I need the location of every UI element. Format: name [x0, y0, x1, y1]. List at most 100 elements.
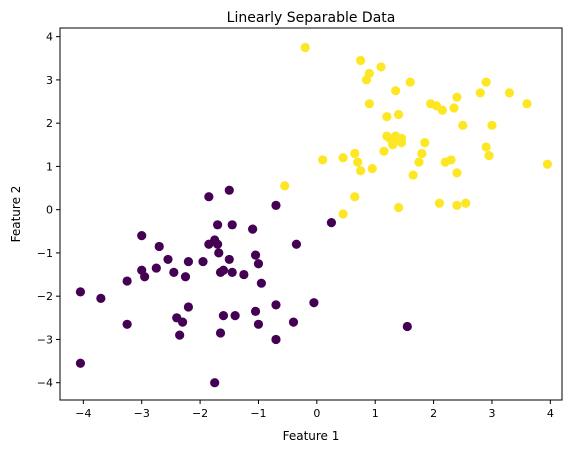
data-point-class-1	[350, 192, 360, 202]
data-point-class-0	[230, 311, 240, 321]
data-point-class-0	[309, 298, 319, 308]
data-point-class-0	[250, 250, 261, 260]
data-point-class-0	[227, 267, 237, 277]
data-point-class-0	[253, 319, 264, 329]
data-point-class-0	[198, 256, 208, 267]
data-point-class-0	[271, 300, 281, 310]
data-point-class-1	[437, 105, 447, 115]
data-point-class-1	[417, 148, 427, 159]
data-point-class-0	[239, 269, 249, 280]
y-tick-label: 4	[46, 31, 53, 44]
x-tick-label: 4	[547, 407, 554, 420]
data-point-class-0	[175, 330, 185, 340]
data-point-class-0	[256, 278, 266, 288]
y-tick-label: −3	[37, 333, 53, 346]
data-point-class-1	[393, 109, 404, 120]
data-point-class-1	[522, 99, 532, 109]
data-point-class-1	[452, 200, 462, 210]
data-point-class-1	[338, 209, 348, 219]
data-point-class-0	[215, 328, 226, 338]
x-tick-label: 3	[488, 407, 495, 420]
ticks-layer: −4 −3 −2 −1 0 1 2 3 4 −4 −3 −2 −1 0 1 2 3 4	[37, 31, 554, 420]
data-point-class-1	[356, 166, 366, 176]
data-point-class-0	[271, 200, 281, 210]
x-axis-label: Feature 1	[283, 429, 340, 443]
data-point-class-1	[353, 157, 363, 167]
data-point-class-1	[542, 159, 553, 169]
data-point-class-0	[213, 220, 223, 230]
data-point-class-1	[481, 77, 491, 87]
data-point-class-0	[137, 231, 147, 241]
y-tick-label: 3	[46, 74, 53, 87]
data-point-class-0	[288, 317, 299, 327]
data-point-class-1	[338, 153, 348, 163]
x-tick-label: 0	[313, 407, 320, 420]
x-tick-label: −2	[192, 407, 208, 420]
data-point-class-1	[504, 88, 515, 98]
data-point-class-0	[154, 241, 164, 252]
data-point-class-0	[204, 192, 214, 202]
data-point-class-1	[280, 181, 290, 191]
x-tick-label: 2	[430, 407, 437, 420]
data-point-class-0	[163, 254, 173, 265]
data-point-class-1	[382, 112, 392, 122]
y-tick-label: 2	[46, 117, 53, 130]
data-point-class-1	[434, 198, 445, 208]
chart-title: Linearly Separable Data	[227, 10, 396, 26]
data-point-class-1	[452, 168, 462, 178]
data-point-class-1	[356, 55, 366, 66]
data-point-class-1	[391, 86, 401, 96]
data-point-class-0	[326, 218, 337, 228]
x-tick-label: 1	[372, 407, 379, 420]
x-tick-label: −4	[75, 407, 91, 420]
data-point-class-0	[75, 287, 86, 297]
data-point-class-0	[122, 276, 132, 286]
data-point-class-0	[169, 267, 179, 277]
data-point-class-0	[218, 265, 229, 275]
data-point-class-1	[364, 99, 374, 109]
data-point-class-0	[271, 334, 281, 345]
y-tick-label: 0	[46, 204, 53, 217]
data-point-class-1	[446, 155, 456, 165]
data-point-class-1	[396, 138, 407, 148]
data-point-class-0	[402, 321, 412, 332]
data-point-class-0	[177, 317, 188, 327]
data-point-class-1	[405, 77, 415, 87]
data-point-class-1	[300, 42, 310, 53]
x-tick-label: −1	[250, 407, 266, 420]
points-layer	[75, 42, 553, 388]
data-point-class-1	[481, 142, 491, 152]
data-point-class-1	[420, 138, 430, 148]
data-point-class-1	[367, 163, 377, 174]
data-point-class-0	[250, 306, 261, 316]
data-point-class-0	[214, 248, 224, 258]
data-point-class-1	[414, 157, 424, 167]
data-point-class-1	[318, 155, 328, 165]
y-axis-label: Feature 2	[9, 186, 23, 243]
plot-area-frame	[59, 27, 563, 401]
data-point-class-1	[484, 151, 494, 161]
data-point-class-1	[364, 68, 374, 79]
data-point-class-0	[183, 302, 194, 312]
data-point-class-1	[408, 170, 418, 180]
data-point-class-0	[183, 256, 194, 267]
data-point-class-0	[122, 319, 132, 329]
data-point-class-1	[461, 198, 471, 208]
data-point-class-0	[248, 224, 258, 234]
data-point-class-0	[224, 254, 234, 265]
data-point-class-1	[452, 92, 462, 102]
data-point-class-1	[458, 120, 468, 130]
data-point-class-0	[227, 220, 237, 230]
y-tick-label: −2	[37, 290, 53, 303]
x-tick-label: −3	[134, 407, 150, 420]
data-point-class-0	[210, 378, 220, 388]
data-point-class-0	[291, 239, 302, 249]
data-point-class-0	[96, 293, 106, 303]
y-tick-label: −1	[37, 247, 53, 260]
y-tick-label: −4	[37, 377, 53, 390]
data-point-class-1	[379, 146, 389, 156]
data-point-class-0	[140, 272, 150, 282]
y-tick-label: 1	[46, 160, 53, 173]
